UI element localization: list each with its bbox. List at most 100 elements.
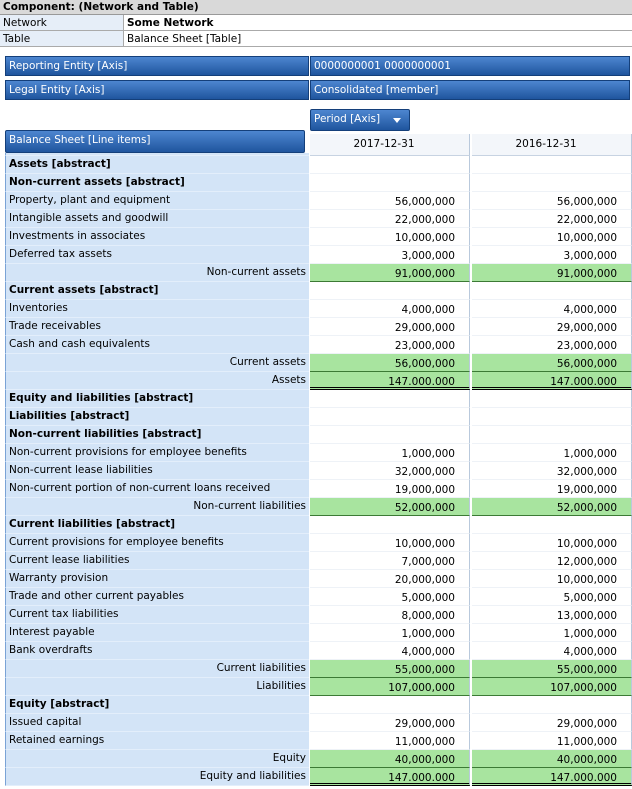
- value: 10,000,000: [472, 228, 632, 246]
- period-axis-button[interactable]: Period [Axis]: [310, 109, 410, 131]
- value: 29,000,000: [310, 318, 470, 336]
- empty-cell: [310, 516, 470, 534]
- value: 32,000,000: [472, 462, 632, 480]
- value: 22,000,000: [310, 210, 470, 228]
- value: 22,000,000: [472, 210, 632, 228]
- line-item-label: Inventories: [5, 300, 309, 318]
- line-item-label: Non-current portion of non-current loans…: [5, 480, 309, 498]
- axis-member[interactable]: Consolidated [member]: [310, 80, 630, 100]
- empty-cell: [310, 390, 470, 408]
- line-item-label: Issued capital: [5, 714, 309, 732]
- total-label: Current liabilities: [5, 660, 309, 678]
- line-item-label: Non-current provisions for employee bene…: [5, 444, 309, 462]
- value: 4,000,000: [472, 642, 632, 660]
- total-value: 147.000.000: [472, 768, 632, 786]
- value: 10,000,000: [472, 534, 632, 552]
- line-item-label: Bank overdrafts: [5, 642, 309, 660]
- empty-cell: [310, 426, 470, 444]
- line-item-label: Non-current lease liabilities: [5, 462, 309, 480]
- total-value: 40,000,000: [472, 750, 632, 768]
- line-item-label: Interest payable: [5, 624, 309, 642]
- empty-cell: [472, 282, 632, 300]
- header-key: Network: [0, 15, 124, 31]
- total-label: Assets: [5, 372, 309, 390]
- line-item-label: Retained earnings: [5, 732, 309, 750]
- total-value: 147.000.000: [472, 372, 632, 390]
- value: 1,000,000: [472, 444, 632, 462]
- line-item-label: Warranty provision: [5, 570, 309, 588]
- value: 13,000,000: [472, 606, 632, 624]
- total-value: 56,000,000: [310, 354, 470, 372]
- value: 1,000,000: [310, 444, 470, 462]
- empty-cell: [472, 390, 632, 408]
- empty-cell: [310, 174, 470, 192]
- total-value: 107,000,000: [472, 678, 632, 696]
- empty-cell: [472, 516, 632, 534]
- value: 5,000,000: [472, 588, 632, 606]
- line-item-label: Deferred tax assets: [5, 246, 309, 264]
- dropdown-arrow: [393, 118, 401, 127]
- value: 10,000,000: [310, 534, 470, 552]
- total-label: Current assets: [5, 354, 309, 372]
- value: 56,000,000: [472, 192, 632, 210]
- abstract-label: Liabilities [abstract]: [5, 408, 309, 426]
- total-value: 91,000,000: [472, 264, 632, 282]
- abstract-label: Non-current liabilities [abstract]: [5, 426, 309, 444]
- header-value: Some Network: [124, 15, 632, 31]
- line-item-label: Cash and cash equivalents: [5, 336, 309, 354]
- value: 4,000,000: [310, 642, 470, 660]
- value: 29,000,000: [310, 714, 470, 732]
- value: 1,000,000: [472, 624, 632, 642]
- total-label: Equity and liabilities: [5, 768, 309, 786]
- value: 32,000,000: [310, 462, 470, 480]
- value: 1,000,000: [310, 624, 470, 642]
- value: 56,000,000: [310, 192, 470, 210]
- total-value: 107,000,000: [310, 678, 470, 696]
- abstract-label: Current assets [abstract]: [5, 282, 309, 300]
- value: 29,000,000: [472, 714, 632, 732]
- abstract-label: Assets [abstract]: [5, 156, 309, 174]
- line-item-label: Trade and other current payables: [5, 588, 309, 606]
- empty-cell: [472, 408, 632, 426]
- value: 11,000,000: [472, 732, 632, 750]
- empty-cell: [472, 426, 632, 444]
- component-title: Component: (Network and Table): [0, 0, 632, 15]
- value: 4,000,000: [310, 300, 470, 318]
- value: 7,000,000: [310, 552, 470, 570]
- value: 19,000,000: [310, 480, 470, 498]
- value: 19,000,000: [472, 480, 632, 498]
- line-item-label: Current lease liabilities: [5, 552, 309, 570]
- total-value: 147.000.000: [310, 372, 470, 390]
- total-label: Liabilities: [5, 678, 309, 696]
- total-value: 55,000,000: [310, 660, 470, 678]
- empty-cell: [310, 156, 470, 174]
- value: 20,000,000: [310, 570, 470, 588]
- line-item-label: Property, plant and equipment: [5, 192, 309, 210]
- axis-name[interactable]: Reporting Entity [Axis]: [5, 56, 309, 76]
- value: 4,000,000: [472, 300, 632, 318]
- line-items-header[interactable]: Balance Sheet [Line items]: [5, 130, 305, 153]
- column-header: 2016-12-31: [472, 134, 632, 156]
- line-item-label: Intangible assets and goodwill: [5, 210, 309, 228]
- line-item-label: Investments in associates: [5, 228, 309, 246]
- value: 23,000,000: [310, 336, 470, 354]
- value: 3,000,000: [310, 246, 470, 264]
- abstract-label: Equity [abstract]: [5, 696, 309, 714]
- label-column-filler: [5, 153, 309, 156]
- header-value: Balance Sheet [Table]: [124, 31, 632, 47]
- value: 5,000,000: [310, 588, 470, 606]
- total-value: 91,000,000: [310, 264, 470, 282]
- total-label: Non-current assets: [5, 264, 309, 282]
- empty-cell: [310, 696, 470, 714]
- line-item-label: Trade receivables: [5, 318, 309, 336]
- axis-member[interactable]: 0000000001 0000000001: [310, 56, 630, 76]
- axis-name[interactable]: Legal Entity [Axis]: [5, 80, 309, 100]
- total-value: 52,000,000: [472, 498, 632, 516]
- value: 3,000,000: [472, 246, 632, 264]
- empty-cell: [472, 156, 632, 174]
- line-item-label: Current tax liabilities: [5, 606, 309, 624]
- abstract-label: Current liabilities [abstract]: [5, 516, 309, 534]
- total-value: 55,000,000: [472, 660, 632, 678]
- column-header: 2017-12-31: [310, 134, 470, 156]
